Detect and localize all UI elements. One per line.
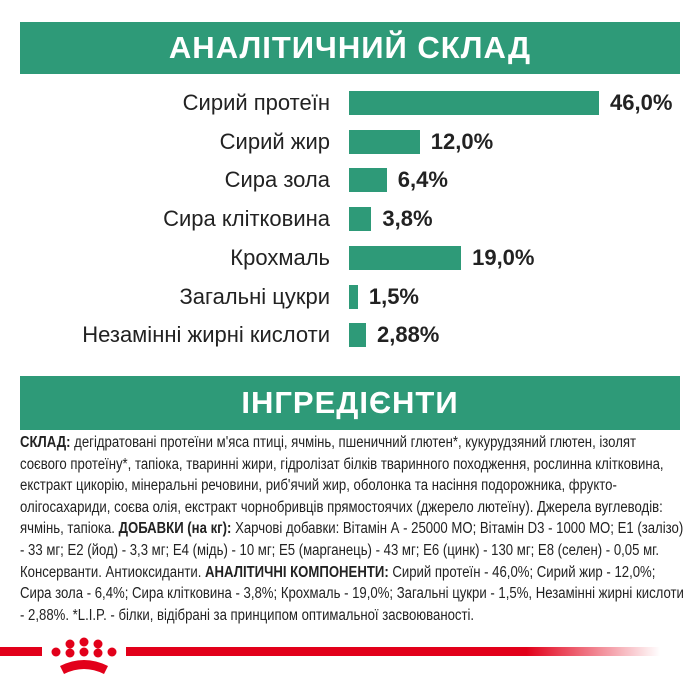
ingredients-header: ІНГРЕДІЄНТИ [20,376,680,430]
bar-value: 6,4% [397,167,448,193]
bar [349,245,462,270]
ingredients-section-text: Сирий протеїн - 46,0%; Сирий жир - 12,0%… [20,563,684,624]
bar-label: Незамінні жирні кислоти [82,322,330,348]
bar [349,323,366,348]
bar-label: Сира клітковина [163,206,330,232]
bar [349,207,372,232]
ingredients-section-text: Харчові добавки: Вітамін А - 25000 МО; В… [20,520,684,581]
ingredients-section-text: дегідратовані протеїни м'яса птиці, ячмі… [20,434,664,538]
bar [349,284,358,309]
bar [349,91,599,115]
bar-value: 3,8% [382,206,433,232]
ingredients-text: СКЛАД: дегідратовані протеїни м'яса птиц… [20,432,684,626]
analytical-header: АНАЛІТИЧНИЙ СКЛАД [20,22,680,74]
bar-value: 2,88% [376,322,440,348]
bar-label: Сирий протеїн [182,90,330,115]
bar-value: 46,0% [610,90,673,115]
ingredients-section-title: АНАЛІТИЧНІ КОМПОНЕНТИ: [205,563,389,581]
bar-label: Сира зола [224,167,330,193]
bar-label: Крохмаль [230,244,330,270]
bar-label: Сирий жир [219,128,330,154]
ingredients-section-title: ДОБАВКИ (на кг): [118,520,232,538]
bar-value: 19,0% [472,244,535,270]
bar [349,129,420,154]
bar-value: 12,0% [430,128,494,154]
bar-label: Загальні цукри [179,283,331,309]
bar [349,168,387,193]
ingredients-section-title: СКЛАД: [20,434,71,451]
bar-value: 1,5% [368,283,419,309]
royal-canin-logo [0,637,660,674]
